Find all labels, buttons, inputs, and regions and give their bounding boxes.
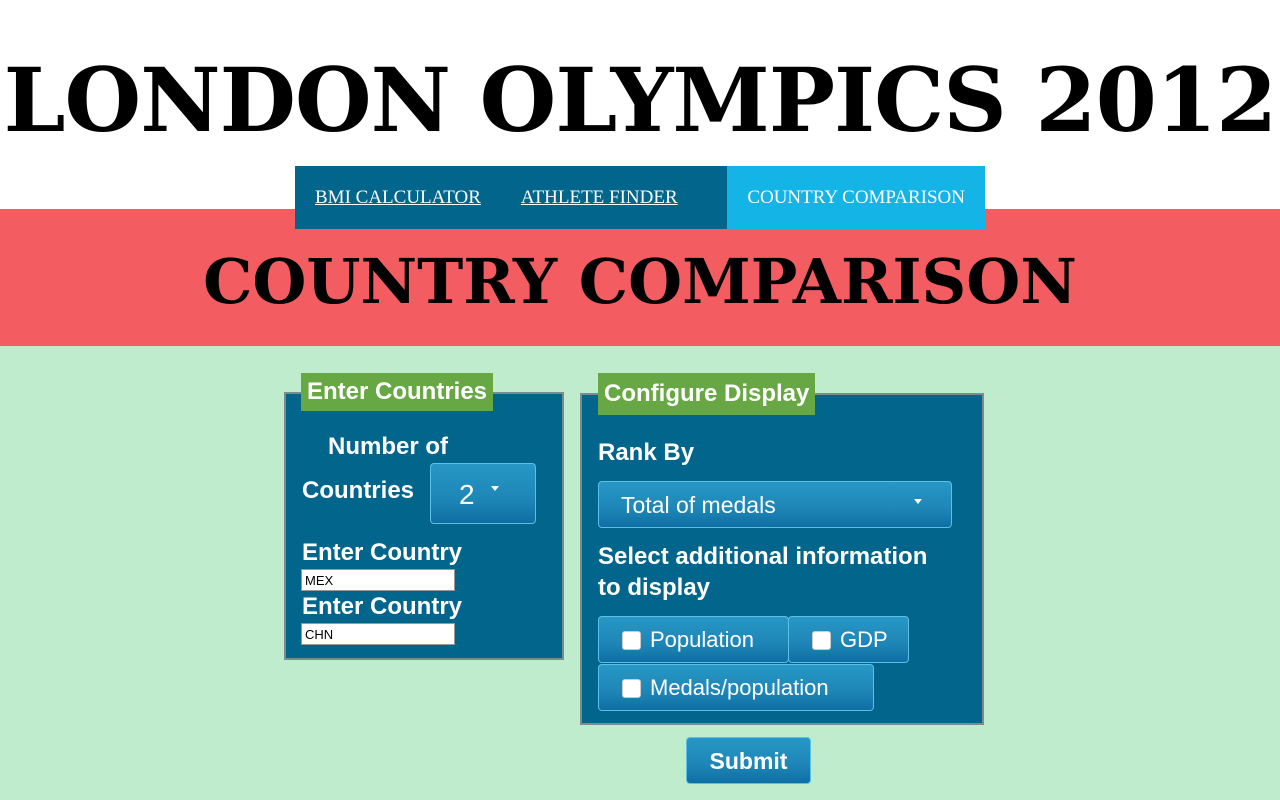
population-option[interactable]: Population <box>598 616 789 663</box>
chevron-down-icon <box>914 499 922 504</box>
country-input-1[interactable] <box>301 569 455 591</box>
additional-info-label-2: to display <box>598 574 711 601</box>
main-nav: BMI CALCULATOR ATHLETE FINDER COUNTRY CO… <box>295 166 985 229</box>
nav-bmi-calculator[interactable]: BMI CALCULATOR <box>315 187 481 208</box>
number-of-countries-select[interactable]: 2 <box>430 463 536 524</box>
rank-by-select[interactable]: Total of medals <box>598 481 952 528</box>
number-of-countries-label-2: Countries <box>302 477 415 504</box>
submit-button[interactable]: Submit <box>686 737 811 784</box>
gdp-checkbox[interactable] <box>812 631 831 650</box>
enter-country-label-1: Enter Country <box>302 539 463 566</box>
medals-population-label: Medals/population <box>650 675 829 700</box>
enter-country-label-2: Enter Country <box>302 593 463 620</box>
enter-countries-panel <box>284 392 564 660</box>
rank-by-label: Rank By <box>598 439 695 466</box>
rank-by-value: Total of medals <box>621 492 776 518</box>
site-title: LONDON OLYMPICS 2012 <box>3 48 1278 152</box>
chevron-down-icon <box>491 486 499 491</box>
number-of-countries-label-1: Number of <box>328 433 448 460</box>
gdp-option[interactable]: GDP <box>788 616 909 663</box>
page-title: COUNTRY COMPARISON <box>203 245 1077 318</box>
enter-countries-legend: Enter Countries <box>301 373 494 411</box>
number-of-countries-value: 2 <box>459 479 475 510</box>
country-input-2[interactable] <box>301 623 455 645</box>
population-checkbox[interactable] <box>622 631 641 650</box>
additional-info-label-1: Select additional information <box>598 543 928 570</box>
nav-athlete-finder[interactable]: ATHLETE FINDER <box>520 187 678 208</box>
medals-population-option[interactable]: Medals/population <box>598 664 874 711</box>
medals-population-checkbox[interactable] <box>622 679 641 698</box>
hero-banner <box>0 209 1280 346</box>
gdp-label: GDP <box>840 627 888 652</box>
population-label: Population <box>650 627 754 652</box>
configure-display-legend: Configure Display <box>598 373 816 415</box>
submit-label: Submit <box>709 748 788 774</box>
nav-country-comparison[interactable]: COUNTRY COMPARISON <box>727 166 985 229</box>
